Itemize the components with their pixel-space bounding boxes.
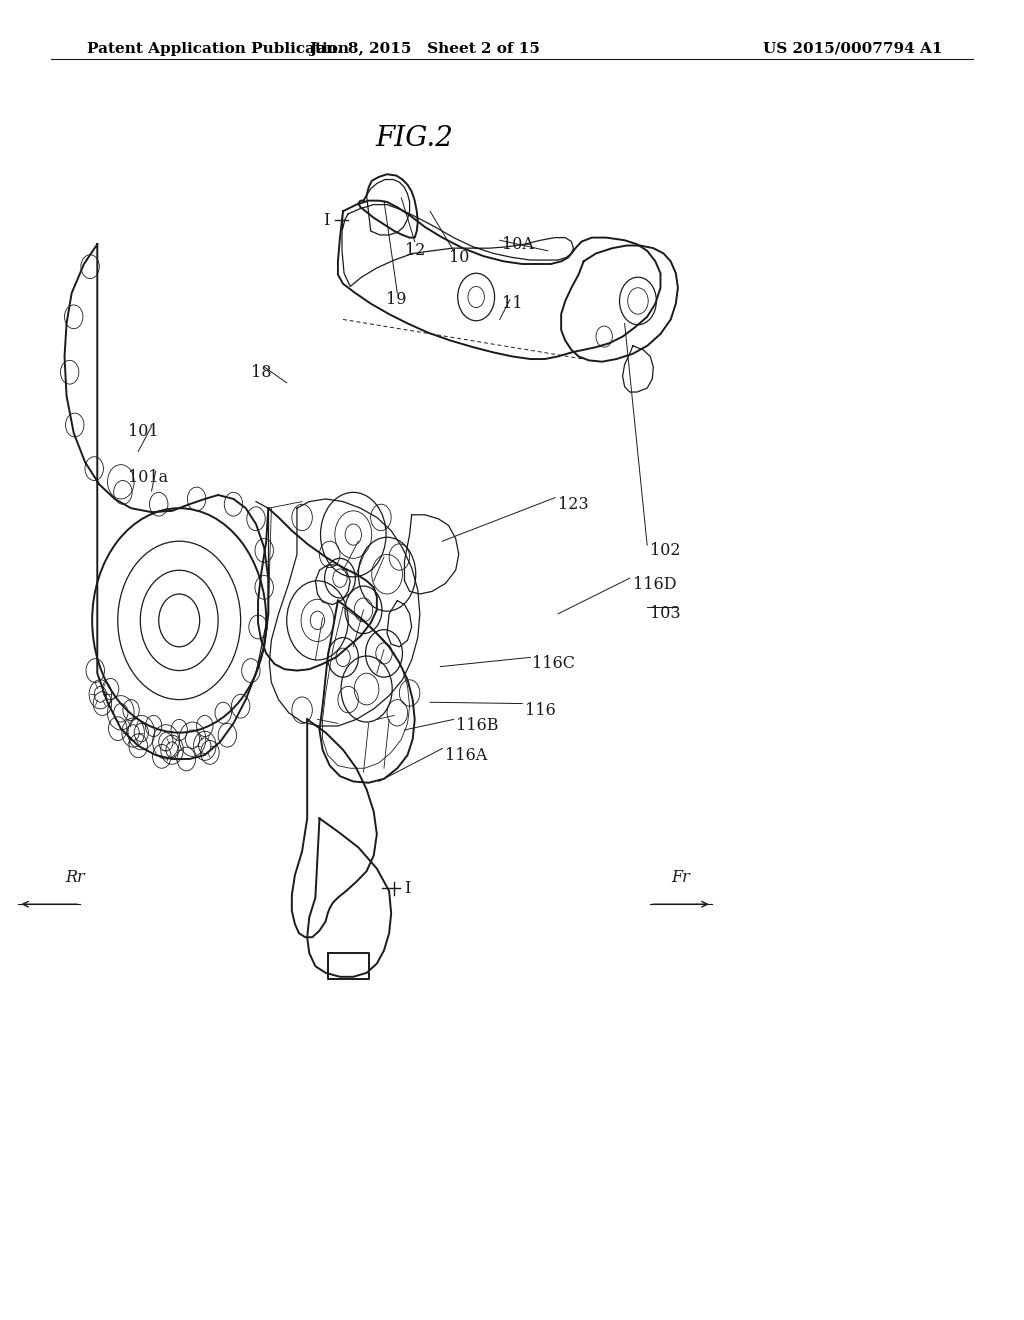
Text: 10A: 10A bbox=[502, 236, 534, 252]
Text: 123: 123 bbox=[558, 496, 589, 512]
Text: Jan. 8, 2015   Sheet 2 of 15: Jan. 8, 2015 Sheet 2 of 15 bbox=[309, 42, 541, 55]
Text: 116D: 116D bbox=[633, 577, 676, 593]
Text: 116C: 116C bbox=[532, 656, 575, 672]
Text: 103: 103 bbox=[650, 606, 681, 622]
Text: 12: 12 bbox=[404, 243, 425, 259]
Text: 18: 18 bbox=[251, 364, 271, 380]
Text: Rr: Rr bbox=[65, 870, 85, 886]
Text: Patent Application Publication: Patent Application Publication bbox=[87, 42, 349, 55]
Text: 10: 10 bbox=[449, 249, 469, 265]
Text: 101: 101 bbox=[128, 424, 159, 440]
Text: US 2015/0007794 A1: US 2015/0007794 A1 bbox=[763, 42, 942, 55]
Text: I: I bbox=[324, 213, 330, 228]
Text: 11: 11 bbox=[502, 296, 522, 312]
Text: 102: 102 bbox=[650, 543, 681, 558]
Text: 116B: 116B bbox=[456, 718, 499, 734]
Text: FIG.2: FIG.2 bbox=[376, 125, 454, 152]
Text: 101a: 101a bbox=[128, 470, 169, 486]
Text: 116A: 116A bbox=[445, 747, 487, 763]
Text: 19: 19 bbox=[386, 292, 407, 308]
Text: I: I bbox=[404, 880, 411, 896]
Text: Fr: Fr bbox=[672, 870, 690, 886]
Text: 116: 116 bbox=[525, 702, 556, 718]
